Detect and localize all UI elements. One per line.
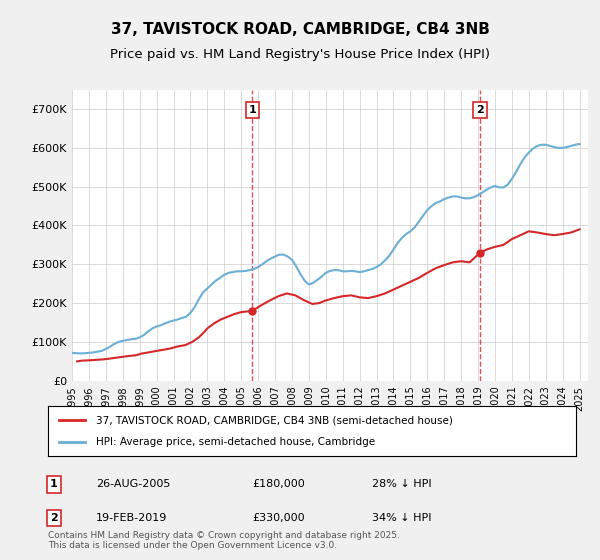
Text: 2: 2: [476, 105, 484, 115]
Text: 19-FEB-2019: 19-FEB-2019: [96, 513, 167, 523]
Text: 26-AUG-2005: 26-AUG-2005: [96, 479, 170, 489]
Text: Price paid vs. HM Land Registry's House Price Index (HPI): Price paid vs. HM Land Registry's House …: [110, 48, 490, 60]
Text: 34% ↓ HPI: 34% ↓ HPI: [372, 513, 431, 523]
Text: £330,000: £330,000: [252, 513, 305, 523]
Text: 1: 1: [50, 479, 58, 489]
Text: 2: 2: [50, 513, 58, 523]
Text: Contains HM Land Registry data © Crown copyright and database right 2025.
This d: Contains HM Land Registry data © Crown c…: [48, 530, 400, 550]
Text: £180,000: £180,000: [252, 479, 305, 489]
Text: 28% ↓ HPI: 28% ↓ HPI: [372, 479, 431, 489]
Text: 1: 1: [248, 105, 256, 115]
Text: HPI: Average price, semi-detached house, Cambridge: HPI: Average price, semi-detached house,…: [95, 437, 374, 447]
Text: 37, TAVISTOCK ROAD, CAMBRIDGE, CB4 3NB (semi-detached house): 37, TAVISTOCK ROAD, CAMBRIDGE, CB4 3NB (…: [95, 415, 452, 425]
Text: 37, TAVISTOCK ROAD, CAMBRIDGE, CB4 3NB: 37, TAVISTOCK ROAD, CAMBRIDGE, CB4 3NB: [110, 22, 490, 38]
